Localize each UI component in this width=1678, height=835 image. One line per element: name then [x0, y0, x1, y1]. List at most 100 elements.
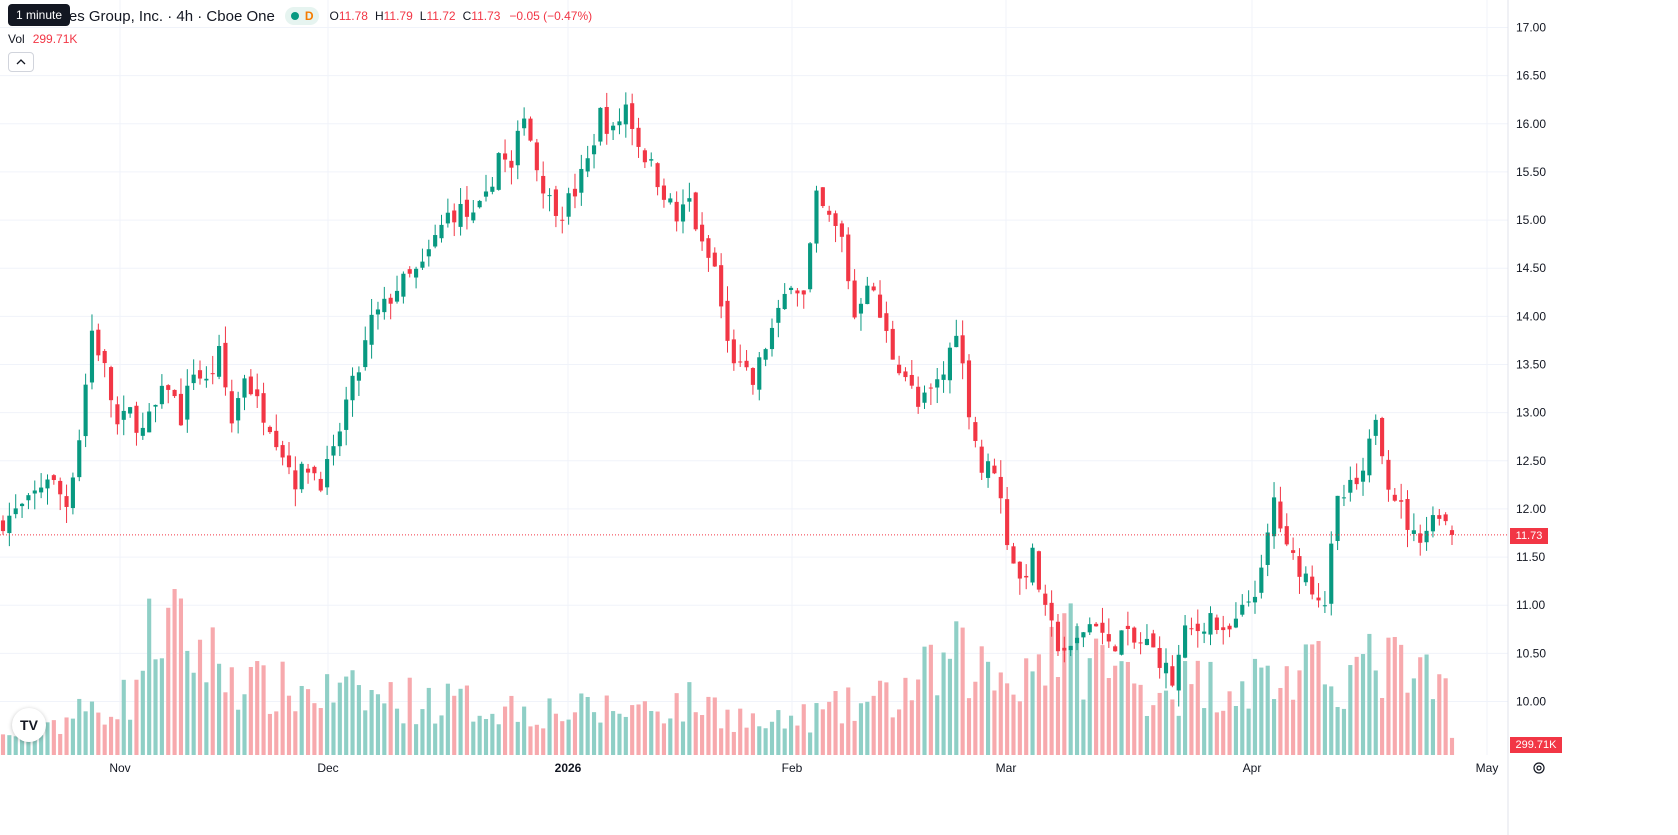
candle-body[interactable] — [649, 159, 654, 161]
candle-body[interactable] — [1017, 561, 1022, 579]
candle-body[interactable] — [388, 297, 393, 304]
candle-body[interactable] — [541, 175, 546, 194]
candle-body[interactable] — [1113, 646, 1118, 652]
candle-body[interactable] — [909, 374, 914, 386]
candle-body[interactable] — [318, 478, 323, 491]
candle-body[interactable] — [1144, 638, 1150, 646]
candle-body[interactable] — [261, 393, 266, 423]
candle-body[interactable] — [1189, 628, 1194, 630]
candle-body[interactable] — [45, 479, 50, 489]
candle-body[interactable] — [458, 203, 463, 227]
candle-body[interactable] — [935, 379, 940, 388]
candle-body[interactable] — [1316, 597, 1321, 601]
candle-body[interactable] — [897, 364, 902, 374]
candle-body[interactable] — [992, 465, 997, 474]
candle-body[interactable] — [1106, 634, 1111, 642]
candle-body[interactable] — [382, 298, 387, 313]
candle-body[interactable] — [1430, 515, 1435, 532]
candle-body[interactable] — [70, 477, 75, 509]
candle-body[interactable] — [1329, 543, 1334, 604]
candle-body[interactable] — [623, 104, 628, 125]
candle-body[interactable] — [433, 235, 438, 247]
candle-body[interactable] — [204, 378, 209, 381]
candle-body[interactable] — [1303, 573, 1308, 583]
candle-body[interactable] — [693, 192, 698, 230]
candle-body[interactable] — [496, 153, 501, 190]
candle-body[interactable] — [217, 346, 222, 377]
candle-body[interactable] — [1418, 533, 1423, 543]
candle-body[interactable] — [1036, 551, 1041, 590]
candle-body[interactable] — [680, 204, 686, 222]
candle-body[interactable] — [305, 468, 311, 473]
candle-body[interactable] — [827, 210, 832, 215]
candle-body[interactable] — [1252, 596, 1258, 603]
candle-body[interactable] — [420, 261, 425, 268]
candle-body[interactable] — [1449, 530, 1455, 535]
candle-body[interactable] — [1024, 575, 1029, 578]
candle-body[interactable] — [725, 300, 730, 341]
candle-body[interactable] — [986, 461, 991, 478]
candle-body[interactable] — [1151, 633, 1156, 648]
candle-body[interactable] — [1373, 419, 1378, 436]
candle-body[interactable] — [363, 340, 368, 368]
candle-body[interactable] — [1163, 662, 1169, 674]
candle-body[interactable] — [64, 496, 69, 507]
candle-body[interactable] — [1278, 501, 1283, 529]
candle-body[interactable] — [20, 503, 25, 507]
candle-body[interactable] — [547, 195, 552, 197]
candle-body[interactable] — [769, 327, 775, 350]
candle-body[interactable] — [166, 385, 171, 390]
candle-body[interactable] — [108, 367, 114, 401]
candle-body[interactable] — [121, 410, 126, 420]
candle-body[interactable] — [83, 384, 88, 437]
candle-body[interactable] — [553, 189, 558, 216]
candle-body[interactable] — [439, 224, 444, 239]
candle-body[interactable] — [509, 160, 514, 168]
candle-body[interactable] — [1291, 550, 1296, 553]
candle-body[interactable] — [7, 515, 12, 534]
candle-body[interactable] — [1074, 637, 1080, 644]
candle-body[interactable] — [89, 330, 95, 383]
candle-body[interactable] — [445, 212, 450, 224]
candle-body[interactable] — [1125, 625, 1130, 630]
candle-body[interactable] — [344, 399, 349, 430]
candle-body[interactable] — [877, 294, 883, 318]
candle-body[interactable] — [687, 198, 692, 202]
candle-body[interactable] — [1214, 617, 1219, 630]
candle-body[interactable] — [903, 371, 908, 378]
candle-body[interactable] — [356, 372, 361, 381]
candle-body[interactable] — [928, 387, 933, 389]
candle-body[interactable] — [1094, 623, 1099, 627]
candle-body[interactable] — [1399, 500, 1404, 502]
candle-body[interactable] — [178, 393, 184, 426]
candle-body[interactable] — [700, 224, 705, 242]
candle-body[interactable] — [636, 127, 641, 147]
candle-body[interactable] — [579, 168, 584, 193]
candle-body[interactable] — [528, 118, 533, 141]
candle-body[interactable] — [1221, 627, 1226, 631]
candle-body[interactable] — [255, 389, 260, 397]
candle-body[interactable] — [401, 273, 406, 297]
candle-body[interactable] — [210, 373, 215, 375]
candle-body[interactable] — [585, 158, 590, 172]
candle-body[interactable] — [325, 459, 330, 488]
candle-body[interactable] — [763, 349, 768, 360]
candle-body[interactable] — [522, 118, 527, 129]
candle-body[interactable] — [1170, 666, 1175, 686]
candle-body[interactable] — [954, 335, 959, 348]
candle-body[interactable] — [191, 374, 196, 384]
candle-body[interactable] — [1392, 494, 1397, 501]
candle-body[interactable] — [1246, 601, 1251, 603]
candle-body[interactable] — [134, 405, 139, 433]
candle-body[interactable] — [96, 329, 101, 356]
candle-body[interactable] — [331, 446, 336, 456]
candle-body[interactable] — [280, 445, 285, 458]
candle-body[interactable] — [1030, 547, 1035, 583]
candle-body[interactable] — [712, 252, 717, 267]
candle-body[interactable] — [1424, 530, 1429, 543]
candle-body[interactable] — [267, 426, 272, 433]
candle-body[interactable] — [115, 404, 120, 425]
candle-body[interactable] — [236, 398, 241, 421]
collapse-legend-button[interactable] — [8, 52, 34, 72]
candle-body[interactable] — [820, 187, 825, 207]
